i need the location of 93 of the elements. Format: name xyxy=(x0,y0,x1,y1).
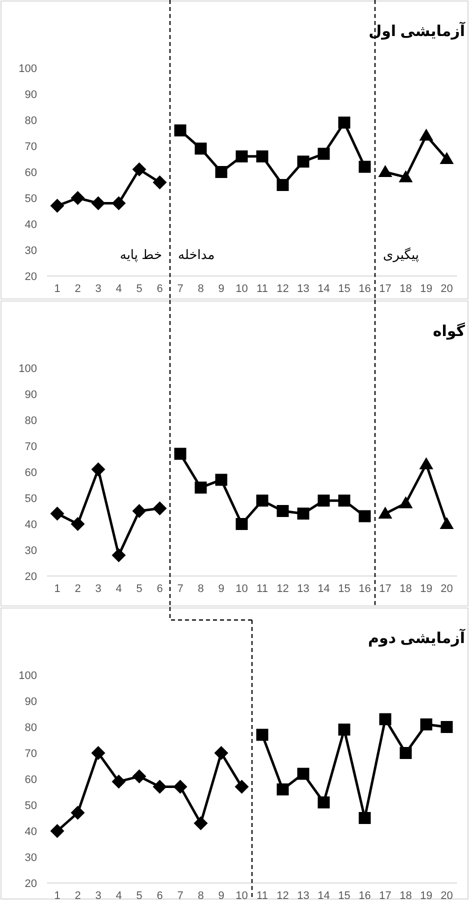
y-tick-label: 80 xyxy=(24,114,37,127)
x-tick-label: 14 xyxy=(318,283,330,295)
y-tick-label: 50 xyxy=(24,492,37,505)
x-tick-label: 11 xyxy=(256,283,268,295)
x-tick-label: 14 xyxy=(318,583,330,595)
x-tick-label: 2 xyxy=(74,283,81,295)
x-tick-label: 20 xyxy=(440,283,453,295)
x-tick-label: 9 xyxy=(218,283,224,295)
y-tick-label: 100 xyxy=(18,362,37,375)
x-tick-label: 16 xyxy=(358,283,371,295)
x-tick-label: 8 xyxy=(198,583,204,595)
y-tick-label: 100 xyxy=(18,62,37,75)
x-tick-label: 19 xyxy=(420,890,432,900)
x-tick-label: 3 xyxy=(95,583,102,595)
x-tick-label: 4 xyxy=(116,890,122,900)
x-tick-label: 15 xyxy=(338,283,350,295)
y-tick-label: 50 xyxy=(24,192,37,205)
y-tick-label: 90 xyxy=(24,388,37,401)
annotation: مداخله xyxy=(178,247,215,262)
x-tick-label: 19 xyxy=(420,583,432,595)
y-tick-label: 20 xyxy=(24,878,37,890)
x-tick-label: 18 xyxy=(400,283,412,295)
y-tick-label: 70 xyxy=(24,440,37,453)
x-tick-label: 12 xyxy=(276,583,289,595)
x-tick-label: 1 xyxy=(54,283,60,295)
x-tick-label: 11 xyxy=(256,583,268,595)
x-tick-label: 6 xyxy=(156,583,163,595)
x-tick-label: 16 xyxy=(358,583,371,595)
x-tick-label: 10 xyxy=(236,283,248,295)
y-tick-label: 30 xyxy=(24,544,37,557)
chart-title: آزمایشی دوم xyxy=(368,628,466,647)
y-tick-label: 40 xyxy=(24,218,37,231)
x-tick-label: 10 xyxy=(236,583,248,595)
x-tick-label: 17 xyxy=(379,583,392,595)
y-tick-label: 60 xyxy=(24,774,37,786)
x-tick-label: 7 xyxy=(177,890,184,900)
x-tick-label: 17 xyxy=(379,890,392,900)
x-tick-label: 4 xyxy=(116,283,122,295)
x-tick-label: 13 xyxy=(297,583,310,595)
annotation: پیگیری xyxy=(383,247,420,263)
y-tick-label: 20 xyxy=(24,570,37,583)
x-tick-label: 6 xyxy=(156,890,163,900)
chart-title: گواه xyxy=(432,322,466,340)
x-tick-label: 8 xyxy=(198,283,204,295)
x-tick-label: 7 xyxy=(177,583,184,595)
x-tick-label: 1 xyxy=(54,890,60,900)
y-tick-label: 70 xyxy=(24,140,37,153)
x-tick-label: 2 xyxy=(74,890,81,900)
x-tick-label: 13 xyxy=(297,283,310,295)
y-tick-label: 80 xyxy=(24,722,37,734)
x-tick-label: 9 xyxy=(218,583,224,595)
x-tick-label: 18 xyxy=(400,583,412,595)
chart-title: آزمایشی اول xyxy=(368,21,466,40)
x-tick-label: 6 xyxy=(156,283,163,295)
y-tick-label: 90 xyxy=(24,88,37,101)
y-tick-label: 100 xyxy=(18,670,37,682)
x-tick-label: 12 xyxy=(276,890,289,900)
y-tick-label: 20 xyxy=(24,270,37,283)
x-tick-label: 13 xyxy=(297,890,310,900)
x-tick-label: 7 xyxy=(177,283,184,295)
y-tick-label: 70 xyxy=(24,748,37,760)
x-tick-label: 16 xyxy=(358,890,371,900)
annotation: خط پایه xyxy=(120,247,162,263)
x-tick-label: 18 xyxy=(400,890,412,900)
x-tick-label: 2 xyxy=(74,583,81,595)
y-tick-label: 40 xyxy=(24,826,37,838)
x-tick-label: 5 xyxy=(136,890,142,900)
x-tick-label: 15 xyxy=(338,890,350,900)
x-tick-label: 20 xyxy=(440,583,453,595)
x-tick-label: 12 xyxy=(276,283,289,295)
x-tick-label: 5 xyxy=(136,283,142,295)
y-tick-label: 30 xyxy=(24,852,37,864)
x-tick-label: 4 xyxy=(116,583,122,595)
x-tick-label: 3 xyxy=(95,890,102,900)
x-tick-label: 3 xyxy=(95,283,102,295)
x-tick-label: 14 xyxy=(318,890,330,900)
x-tick-label: 1 xyxy=(54,583,60,595)
y-tick-label: 60 xyxy=(24,466,37,479)
x-tick-label: 5 xyxy=(136,583,142,595)
y-tick-label: 80 xyxy=(24,414,37,427)
x-tick-label: 15 xyxy=(338,583,350,595)
y-tick-label: 30 xyxy=(24,244,37,257)
x-tick-label: 17 xyxy=(379,283,392,295)
x-tick-label: 10 xyxy=(236,890,248,900)
x-tick-label: 19 xyxy=(420,283,432,295)
x-tick-label: 9 xyxy=(218,890,224,900)
y-tick-label: 40 xyxy=(24,518,37,531)
x-tick-label: 11 xyxy=(256,890,268,900)
x-tick-label: 8 xyxy=(198,890,204,900)
y-tick-label: 50 xyxy=(24,800,37,812)
y-tick-label: 60 xyxy=(24,166,37,179)
y-tick-label: 90 xyxy=(24,696,37,708)
x-tick-label: 20 xyxy=(440,890,453,900)
